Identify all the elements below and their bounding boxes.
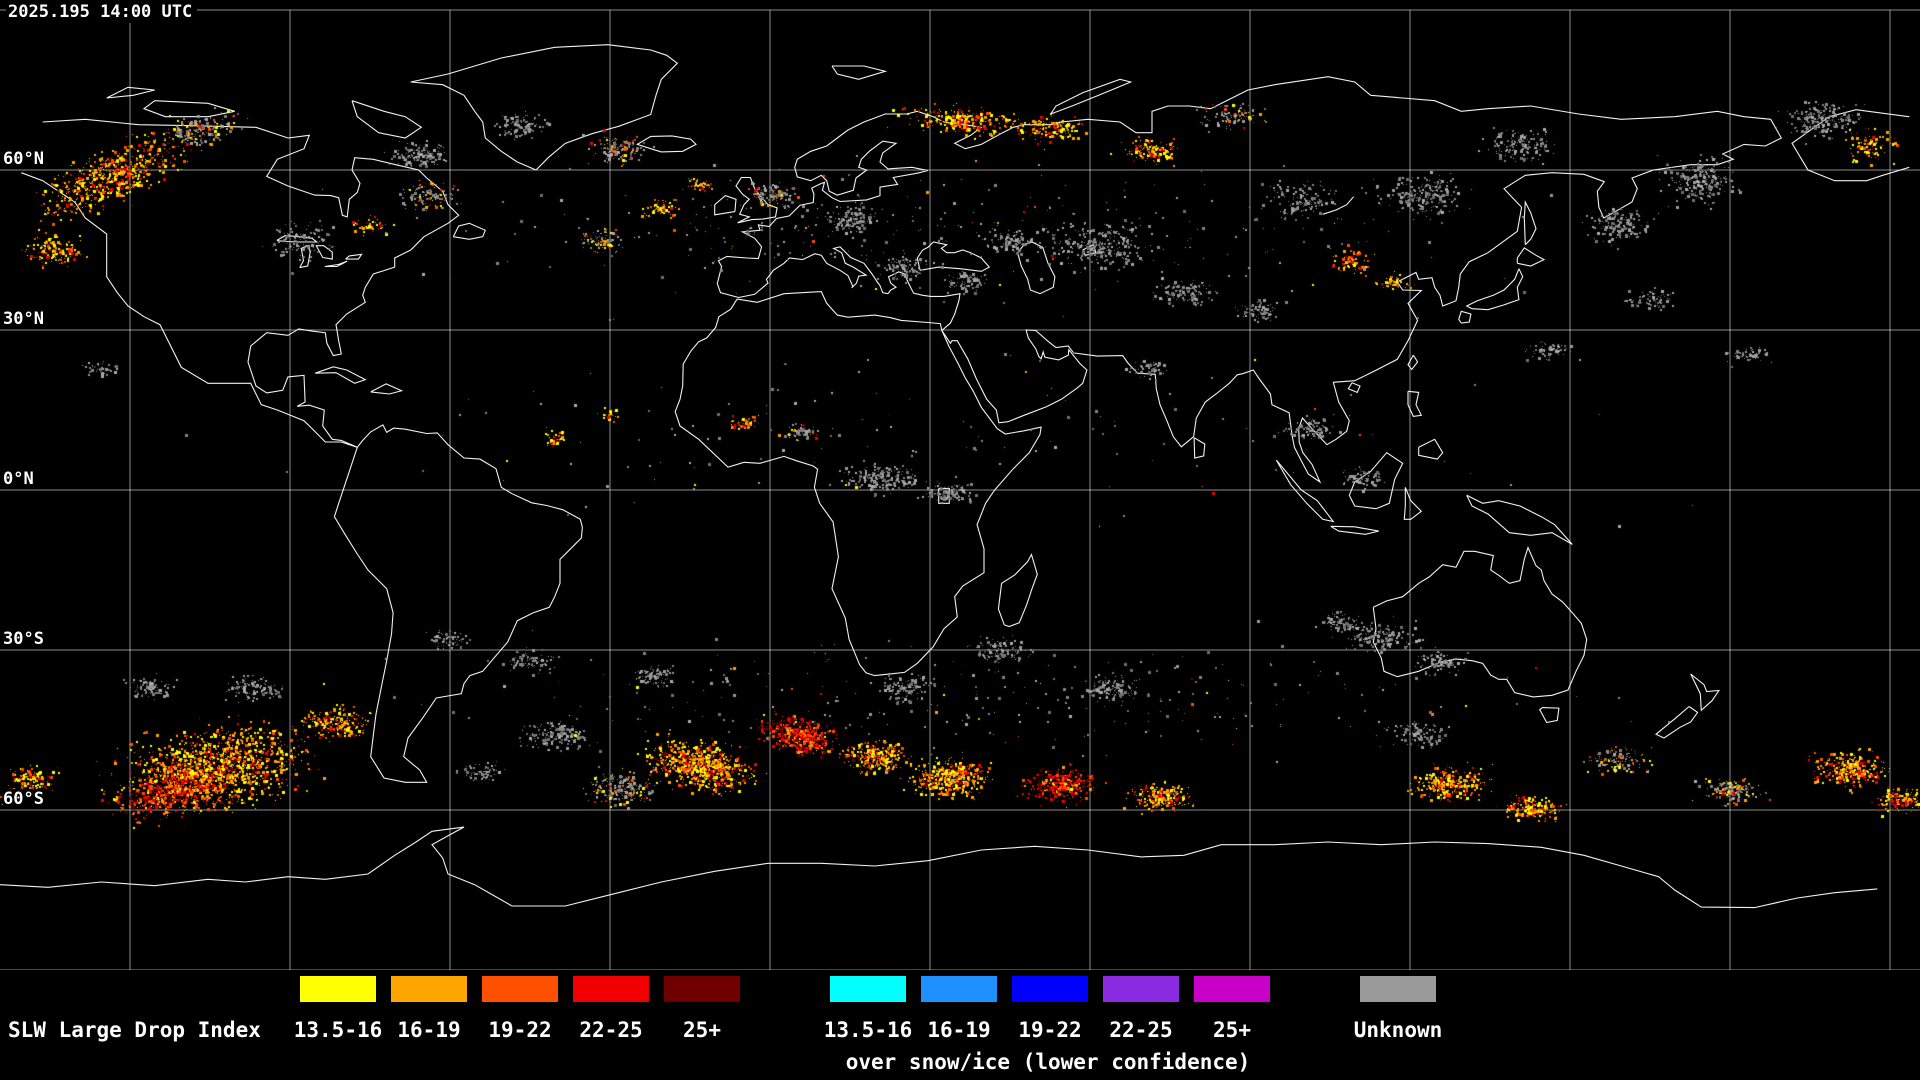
legend-range-label-snowice-4: 22-25 xyxy=(1109,1018,1173,1042)
timestamp: 2025.195 14:00 UTC xyxy=(6,1,198,23)
coastline-path xyxy=(1407,354,1419,371)
coastline-path xyxy=(1330,525,1379,535)
coastline-path xyxy=(276,235,319,243)
legend-range-label-snowice-3: 19-22 xyxy=(1018,1018,1082,1042)
unknown-label: Unknown xyxy=(1353,1018,1443,1042)
coastline-path xyxy=(938,487,950,504)
coastline-path xyxy=(1418,438,1444,460)
legend-range-label-snowice-1: 13.5-16 xyxy=(823,1018,913,1042)
coastline-path xyxy=(1193,437,1206,459)
legend-swatch-snowice-3 xyxy=(1012,976,1088,1002)
coastline-path xyxy=(1516,247,1546,267)
coastline-path xyxy=(315,366,367,384)
coastline-path xyxy=(1466,494,1573,545)
coastline-path xyxy=(351,100,423,139)
coastline-path xyxy=(735,176,778,224)
coastline-path xyxy=(1275,459,1335,523)
legend-range-label-slw-2: 16-19 xyxy=(397,1018,461,1042)
legend-swatch-snowice-5 xyxy=(1194,976,1270,1002)
lat-label-0n: 0°N xyxy=(3,469,38,489)
coastline-path xyxy=(452,222,487,240)
coastline-path xyxy=(1016,241,1056,295)
coastline-path xyxy=(916,241,991,272)
coastline-path xyxy=(1403,487,1423,520)
legend-range-label-snowice-5: 25+ xyxy=(1213,1018,1251,1042)
coastline-path xyxy=(142,100,235,118)
lat-label-30s: 30°S xyxy=(3,629,48,649)
coastline-path xyxy=(1538,707,1560,724)
legend-swatch-snowice-1 xyxy=(830,976,906,1002)
legend-range-label-snowice-2: 16-19 xyxy=(927,1018,991,1042)
legend-swatch-slw-4 xyxy=(573,976,649,1002)
legend-range-label-slw-5: 25+ xyxy=(683,1018,721,1042)
coastline-path xyxy=(0,826,1878,909)
legend-range-label-slw-1: 13.5-16 xyxy=(293,1018,383,1042)
coastline-path xyxy=(370,383,404,395)
legend-swatch-snowice-4 xyxy=(1103,976,1179,1002)
lat-label-60n: 60°N xyxy=(3,149,48,169)
coastline-path xyxy=(299,244,311,269)
coastline-path xyxy=(1372,546,1588,698)
snow-ice-caption: over snow/ice (lower confidence) xyxy=(845,1050,1251,1074)
legend: SLW Large Drop Index 13.5-16 16-19 19-22 22… xyxy=(0,970,1920,1080)
coastline-path xyxy=(997,553,1038,628)
coastline-path xyxy=(1082,243,1097,256)
coastline-path xyxy=(1050,78,1133,115)
legend-swatch-slw-1 xyxy=(300,976,376,1002)
coastline-path xyxy=(315,245,333,260)
coastline-path xyxy=(345,253,363,260)
coastline-path xyxy=(635,135,697,153)
legend-range-label-slw-3: 19-22 xyxy=(488,1018,552,1042)
coastline-path xyxy=(1347,382,1361,394)
lat-label-30n: 30°N xyxy=(3,309,48,329)
coastline-path xyxy=(716,76,1783,484)
coastline-path xyxy=(324,260,348,268)
legend-swatch-unknown xyxy=(1360,976,1436,1002)
coastline-path xyxy=(333,424,583,783)
coastline-path xyxy=(21,109,1910,448)
coastline-path xyxy=(1654,706,1699,739)
coastline-path xyxy=(1458,310,1472,324)
legend-swatch-snowice-2 xyxy=(921,976,997,1002)
coastline-path xyxy=(714,194,737,216)
coastline-path xyxy=(1348,451,1404,510)
legend-range-label-slw-4: 22-25 xyxy=(579,1018,643,1042)
legend-title: SLW Large Drop Index xyxy=(8,1018,261,1042)
coastline-path xyxy=(1523,199,1537,246)
legend-swatch-slw-2 xyxy=(391,976,467,1002)
lat-label-60s: 60°S xyxy=(3,789,48,809)
coastline-path xyxy=(1690,673,1721,712)
legend-swatch-slw-5 xyxy=(664,976,740,1002)
coastline-path xyxy=(106,86,155,99)
coastline-path xyxy=(831,65,888,80)
coastlines xyxy=(0,44,1910,909)
coastline-path xyxy=(674,291,1042,677)
legend-swatch-slw-3 xyxy=(482,976,558,1002)
graticule-grid xyxy=(0,9,1920,971)
coastline-path xyxy=(1322,196,1355,215)
coastline-path xyxy=(1465,268,1524,311)
coastline-path xyxy=(410,44,679,171)
